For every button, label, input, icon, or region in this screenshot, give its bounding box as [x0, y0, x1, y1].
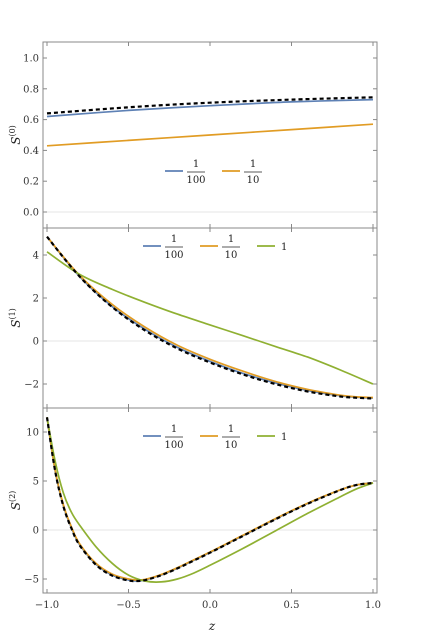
legend-denominator: 10 [225, 440, 238, 451]
y-tick-label: 0 [33, 337, 39, 348]
series-group [45, 417, 374, 583]
series-line-2 [46, 417, 374, 581]
y-tick-label: 0.8 [23, 84, 39, 95]
legend-numerator: 1 [171, 234, 177, 245]
x-tick-label: 0.0 [202, 600, 218, 611]
legend-denominator: 100 [186, 175, 205, 186]
y-tick-label: 10 [26, 428, 39, 439]
series-line-3 [46, 417, 374, 583]
series-line-limit-dashed [46, 236, 374, 400]
y-axis-label-superscript: (2) [8, 491, 17, 502]
series-line-1 [46, 417, 374, 582]
series-line-2 [46, 123, 374, 147]
y-axis-label: S(1) [8, 308, 23, 328]
legend-denominator: 100 [164, 250, 183, 261]
x-tick-label: −1.0 [35, 600, 59, 611]
legend-denominator: 10 [225, 250, 238, 261]
series-line-2 [46, 236, 374, 399]
legend-numerator: 1 [193, 159, 199, 170]
y-axis-label-base: S [9, 137, 23, 145]
legend-numerator: 1 [228, 424, 234, 435]
y-tick-label: 0.2 [23, 177, 39, 188]
y-tick-label: 0.0 [23, 208, 39, 219]
legend-item: 1 [257, 432, 287, 443]
y-tick-label: 5 [33, 477, 39, 488]
panel-frame [42, 227, 378, 409]
legend-label: 1 [281, 432, 287, 443]
y-tick-label: −2 [24, 380, 39, 391]
y-tick-label: 2 [33, 294, 39, 305]
y-tick-label: 0.6 [23, 115, 39, 126]
y-axis-label: S(2) [8, 491, 23, 511]
legend-denominator: 100 [164, 440, 183, 451]
series-line-limit-dashed [45, 417, 374, 583]
series-group [46, 236, 374, 400]
x-tick-label: 1.0 [365, 600, 381, 611]
series-line-1 [46, 98, 374, 118]
legend-item: 1 [257, 242, 287, 253]
legend-numerator: 1 [171, 424, 177, 435]
y-tick-label: 0 [33, 526, 39, 537]
legend-item: 110 [222, 159, 262, 186]
y-axis-label-superscript: (1) [8, 308, 17, 319]
legend-item: 110 [200, 424, 240, 451]
y-axis-label-superscript: (0) [8, 125, 17, 136]
legend-numerator: 1 [228, 234, 234, 245]
x-tick-label: −0.5 [116, 600, 140, 611]
legend-item: 110 [200, 234, 240, 261]
series-line-limit-dashed [46, 96, 374, 115]
series-line-1 [46, 236, 374, 399]
y-tick-label: 0.4 [23, 146, 39, 157]
y-axis-label-base: S [9, 320, 23, 328]
x-axis-label: z [208, 619, 216, 633]
x-tick-label: 0.5 [284, 600, 300, 611]
y-tick-label: −5 [24, 575, 39, 586]
y-axis-label: S(0) [8, 125, 23, 145]
legend-denominator: 10 [247, 175, 260, 186]
y-tick-label: 1.0 [23, 54, 39, 65]
legend-numerator: 1 [250, 159, 256, 170]
y-tick-label: 4 [33, 251, 39, 262]
y-axis-label-base: S [9, 502, 23, 510]
series-line-3 [46, 251, 374, 385]
series-group [46, 96, 374, 147]
legend-label: 1 [281, 242, 287, 253]
